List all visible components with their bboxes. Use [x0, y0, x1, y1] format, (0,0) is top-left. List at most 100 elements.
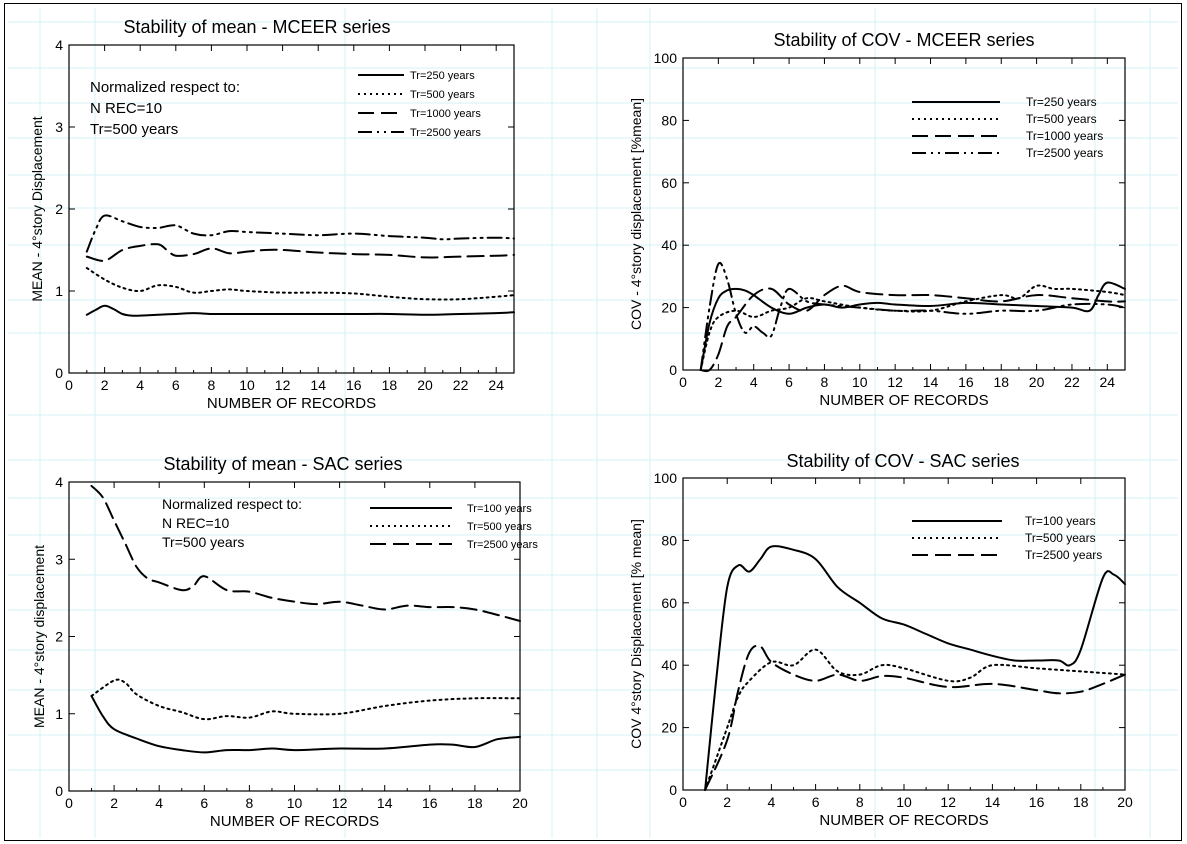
- y-tick-label: 4: [55, 474, 63, 490]
- legend-label-1: Tr=500 years: [1025, 531, 1096, 545]
- series-line-3: [85, 214, 515, 253]
- y-tick-label: 100: [654, 470, 678, 486]
- x-tick-label: 12: [332, 795, 348, 811]
- x-tick-label: 0: [679, 374, 687, 390]
- x-tick-label: 16: [958, 374, 974, 390]
- x-tick-label: 20: [417, 377, 433, 393]
- series-line-2: [85, 243, 515, 262]
- y-tick-label: 80: [661, 112, 677, 128]
- chart-title: Stability of mean - MCEER series: [123, 17, 390, 37]
- x-axis-label: NUMBER OF RECORDS: [819, 812, 988, 829]
- legend-label-2: Tr=1000 years: [410, 108, 481, 120]
- annotation-line-1: N REC=10: [90, 100, 162, 117]
- series-line-2: [699, 284, 1126, 373]
- y-tick-label: 40: [661, 657, 677, 673]
- x-tick-label: 16: [422, 795, 438, 811]
- y-tick-label: 20: [661, 720, 677, 736]
- x-tick-label: 8: [821, 374, 829, 390]
- x-tick-label: 10: [852, 374, 868, 390]
- x-tick-label: 16: [346, 377, 362, 393]
- x-tick-label: 22: [453, 377, 469, 393]
- x-tick-label: 10: [287, 795, 303, 811]
- series-line-2: [704, 644, 1126, 791]
- legend-label-0: Tr=100 years: [467, 503, 532, 515]
- x-tick-label: 12: [887, 374, 903, 390]
- y-tick-label: 60: [661, 175, 677, 191]
- x-tick-label: 16: [1029, 794, 1045, 810]
- x-tick-label: 2: [110, 795, 118, 811]
- legend-label-3: Tr=2500 years: [1026, 146, 1103, 160]
- x-tick-label: 12: [275, 377, 291, 393]
- legend-label-0: Tr=100 years: [1025, 514, 1096, 528]
- x-tick-label: 6: [812, 794, 820, 810]
- legend-label-2: Tr=2500 years: [467, 539, 538, 551]
- x-tick-label: 2: [714, 374, 722, 390]
- x-tick-label: 18: [993, 374, 1009, 390]
- series-line-1: [85, 267, 515, 301]
- y-tick-label: 80: [661, 532, 677, 548]
- x-tick-label: 6: [172, 377, 180, 393]
- y-tick-label: 1: [55, 706, 63, 722]
- annotation-line-2: Tr=500 years: [90, 121, 178, 138]
- x-tick-label: 6: [200, 795, 208, 811]
- chart-title: Stability of COV - SAC series: [786, 451, 1019, 471]
- x-tick-label: 2: [723, 794, 731, 810]
- x-tick-label: 20: [512, 795, 528, 811]
- x-tick-label: 8: [208, 377, 216, 393]
- x-tick-label: 2: [101, 377, 109, 393]
- x-tick-label: 10: [239, 377, 255, 393]
- plot-area: [682, 57, 1126, 371]
- figure-frame: [4, 3, 1182, 841]
- x-tick-label: 20: [1117, 794, 1133, 810]
- x-tick-label: 14: [923, 374, 939, 390]
- annotation-line-1: N REC=10: [162, 515, 230, 531]
- y-axis-label: MEAN - 4°story displacement: [31, 545, 47, 728]
- x-axis-label: NUMBER OF RECORDS: [210, 813, 379, 830]
- series-line-2: [90, 484, 521, 622]
- x-tick-label: 18: [1073, 794, 1089, 810]
- x-tick-label: 14: [310, 377, 326, 393]
- x-tick-label: 0: [679, 794, 687, 810]
- legend-label-0: Tr=250 years: [410, 70, 475, 82]
- legend-label-2: Tr=2500 years: [1025, 548, 1102, 562]
- y-tick-label: 20: [661, 300, 677, 316]
- series-line-1: [90, 678, 521, 721]
- x-tick-label: 0: [65, 377, 73, 393]
- y-tick-label: 0: [55, 783, 63, 799]
- y-tick-label: 60: [661, 595, 677, 611]
- x-tick-label: 10: [896, 794, 912, 810]
- y-tick-label: 100: [654, 50, 678, 66]
- x-tick-label: 6: [785, 374, 793, 390]
- y-tick-label: 40: [661, 237, 677, 253]
- legend-label-0: Tr=250 years: [1026, 95, 1097, 109]
- x-tick-label: 4: [155, 795, 163, 811]
- y-tick-label: 0: [669, 362, 677, 378]
- y-tick-label: 2: [55, 201, 63, 217]
- x-tick-label: 8: [246, 795, 254, 811]
- x-axis-label: NUMBER OF RECORDS: [819, 392, 988, 409]
- y-tick-label: 2: [55, 629, 63, 645]
- x-axis-label: NUMBER OF RECORDS: [207, 395, 376, 412]
- y-axis-label: COV - 4°story displacement [%mean]: [628, 98, 644, 330]
- y-axis-label: COV 4°story Displacement [% mean]: [628, 519, 644, 749]
- x-tick-label: 4: [750, 374, 758, 390]
- y-tick-label: 3: [55, 551, 63, 567]
- annotation-line-0: Normalized respect to:: [90, 79, 240, 96]
- x-tick-label: 0: [65, 795, 73, 811]
- legend-label-3: Tr=2500 years: [410, 127, 481, 139]
- x-tick-label: 14: [377, 795, 393, 811]
- series-line-1: [704, 648, 1126, 791]
- legend-label-2: Tr=1000 years: [1026, 129, 1103, 143]
- series-line-3: [699, 261, 1126, 371]
- series-line-1: [699, 284, 1126, 371]
- x-tick-label: 4: [768, 794, 776, 810]
- annotation-line-2: Tr=500 years: [162, 534, 244, 550]
- y-tick-label: 1: [55, 283, 63, 299]
- x-tick-label: 18: [467, 795, 483, 811]
- x-tick-label: 24: [488, 377, 504, 393]
- y-axis-label: MEAN - 4°story Displacement: [29, 116, 45, 301]
